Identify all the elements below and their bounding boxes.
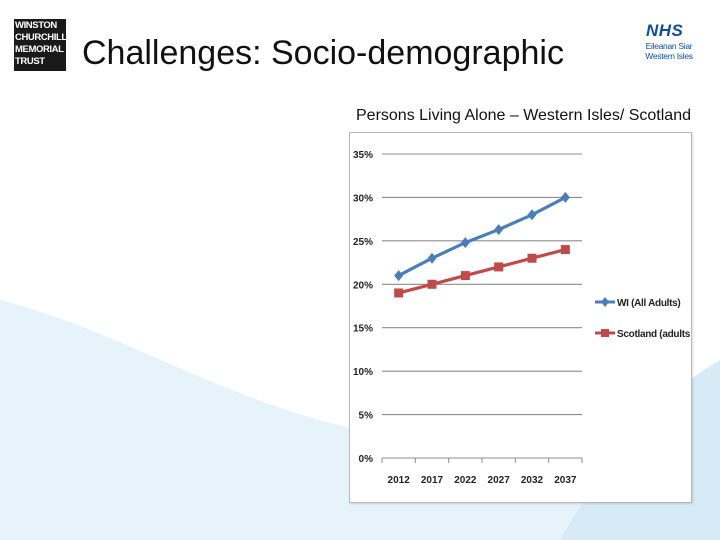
data-point-marker bbox=[460, 271, 470, 281]
series-line bbox=[398, 247, 566, 295]
y-tick-label: 30% bbox=[353, 193, 373, 204]
y-tick-label: 25% bbox=[353, 237, 373, 248]
wcmt-logo-line: WINSTON bbox=[15, 20, 57, 31]
series-line bbox=[397, 196, 567, 278]
chart-frame bbox=[349, 132, 692, 503]
x-tick-label: 2022 bbox=[454, 475, 477, 486]
data-point-marker bbox=[460, 237, 470, 249]
y-tick-label: 35% bbox=[353, 150, 373, 161]
legend-marker bbox=[601, 297, 609, 307]
y-tick-label: 10% bbox=[353, 367, 373, 378]
x-tick-label: 2017 bbox=[421, 475, 444, 486]
data-point-marker bbox=[560, 191, 570, 203]
y-tick-label: 20% bbox=[353, 280, 373, 291]
nhs-logo-line: Western Isles bbox=[645, 51, 693, 61]
data-point-marker bbox=[527, 253, 537, 263]
data-point-marker bbox=[394, 288, 404, 298]
nhs-logo: NHS Eileanan Siar Western Isles bbox=[640, 22, 698, 72]
data-point-marker bbox=[494, 224, 504, 236]
data-point-marker bbox=[394, 270, 404, 282]
legend-marker bbox=[601, 329, 609, 337]
data-point-marker bbox=[427, 252, 437, 264]
wcmt-logo-line: CHURCHILL bbox=[15, 32, 66, 43]
wcmt-logo: WINSTON CHURCHILL MEMORIAL TRUST bbox=[14, 19, 66, 71]
x-tick-label: 2032 bbox=[521, 475, 544, 486]
legend-label: Scotland (adults) bbox=[617, 329, 690, 340]
data-point-marker bbox=[494, 262, 504, 272]
nhs-logo-line: Eileanan Siar bbox=[645, 41, 693, 51]
data-point-marker bbox=[560, 245, 570, 255]
y-tick-label: 15% bbox=[353, 324, 373, 335]
line-chart: 0% 5% 10% 15% 20% 25% 30% 35% 2012 2017 2022 2027 20… bbox=[353, 150, 690, 486]
y-tick-label: 5% bbox=[359, 411, 374, 422]
x-tick-label: 2027 bbox=[488, 475, 511, 486]
y-tick-label: 0% bbox=[359, 454, 374, 465]
nhs-badge: NHS bbox=[646, 21, 684, 40]
wcmt-logo-line: MEMORIAL bbox=[15, 44, 64, 55]
legend-label: WI (All Adults) bbox=[617, 298, 680, 309]
data-point-marker bbox=[427, 279, 437, 289]
chart-caption: Persons Living Alone – Western Isles/ Sc… bbox=[356, 107, 691, 124]
data-point-marker bbox=[527, 209, 537, 221]
slide-title: Challenges: Socio-demographic bbox=[82, 34, 564, 72]
x-tick-label: 2037 bbox=[554, 475, 577, 486]
wcmt-logo-line: TRUST bbox=[15, 56, 45, 67]
x-tick-label: 2012 bbox=[388, 475, 411, 486]
